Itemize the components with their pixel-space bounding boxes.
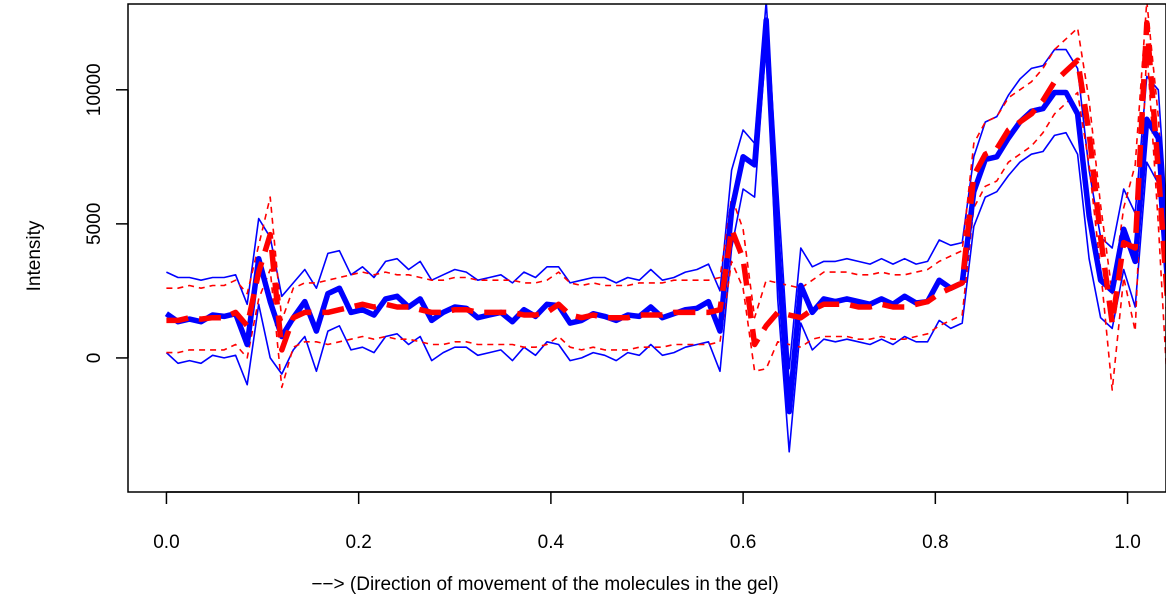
y-axis-label: Intensity: [24, 220, 45, 291]
series-line-red-upper: [166, 4, 1166, 322]
plot-frame: [127, 3, 1166, 493]
y-tick-label: 10000: [84, 63, 105, 116]
y-tick-label: 5000: [84, 203, 105, 245]
series-line-blue-mean: [164, 17, 1166, 415]
x-tick-label: 0.4: [538, 532, 565, 553]
series-line-red-mean: [166, 20, 1166, 353]
series-layer: [164, 4, 1166, 453]
series-line-red-lower: [166, 46, 1166, 391]
x-tick-label: 0.2: [345, 532, 371, 553]
x-tick-label: 1.0: [1114, 532, 1140, 553]
y-tick-label: 0: [84, 353, 105, 364]
x-axis: 0.0 0.2 0.4 0.6 0.8 1.0: [153, 491, 1141, 553]
x-tick-label: 0.8: [922, 532, 948, 553]
y-axis: 0 5000 10000: [84, 63, 129, 364]
series-line-blue-upper: [166, 4, 1166, 370]
x-tick-label: 0.6: [730, 532, 756, 553]
series-line-blue-lower: [165, 40, 1166, 453]
x-tick-label: 0.0: [153, 532, 179, 553]
x-axis-label: −−> (Direction of movement of the molecu…: [311, 574, 778, 595]
